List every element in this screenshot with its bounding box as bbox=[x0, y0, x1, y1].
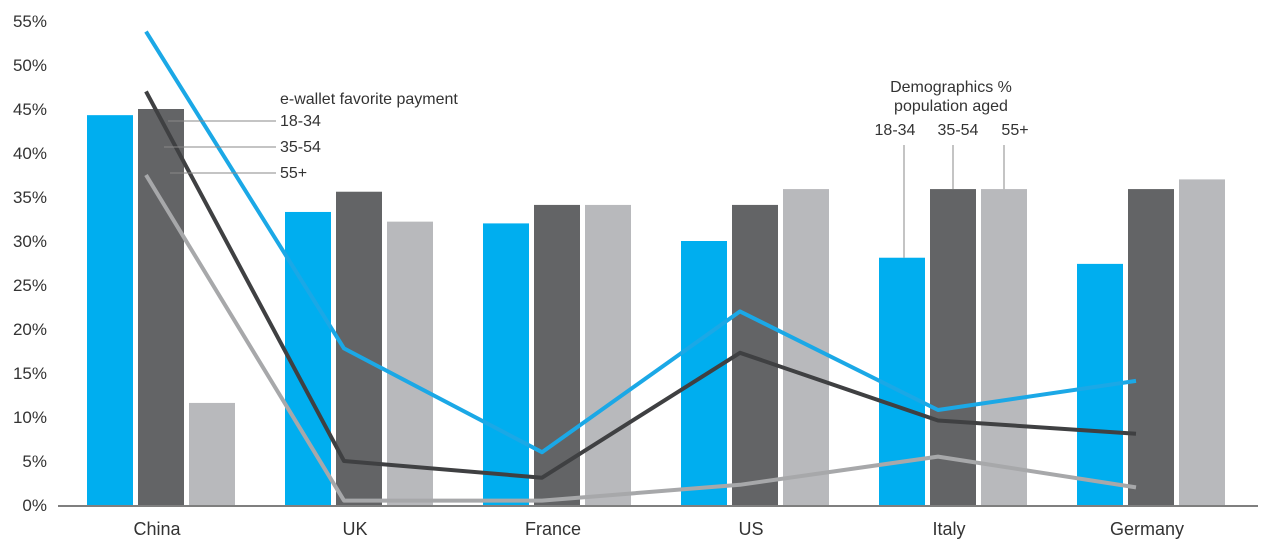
x-tick-label: France bbox=[525, 519, 581, 539]
x-tick-label: Italy bbox=[932, 519, 965, 539]
line-legend-title: e-wallet favorite payment bbox=[280, 91, 458, 108]
bar-legend-label: 55+ bbox=[1001, 122, 1028, 139]
line-series-group bbox=[144, 30, 1137, 503]
bar-legend-title-line: population aged bbox=[894, 98, 1008, 115]
bar-35-54-germany bbox=[1128, 189, 1174, 505]
y-tick-label: 15% bbox=[13, 364, 47, 383]
y-tick-label: 30% bbox=[13, 232, 47, 251]
y-tick-label: 5% bbox=[22, 452, 47, 471]
y-axis-ticks: 0% 5% 10% 15% 20% 25% 30% 35% 40% 45% 50% 55% bbox=[13, 12, 47, 515]
bar-55plus-germany bbox=[1179, 179, 1225, 505]
x-tick-label: Germany bbox=[1110, 519, 1184, 539]
bar-legend-title-line: Demographics % bbox=[890, 79, 1012, 96]
y-tick-label: 20% bbox=[13, 320, 47, 339]
y-tick-label: 55% bbox=[13, 12, 47, 31]
x-tick-label: US bbox=[738, 519, 763, 539]
y-tick-label: 40% bbox=[13, 144, 47, 163]
line-legend: e-wallet favorite payment 18-34 35-54 55+ bbox=[164, 91, 458, 182]
line-legend-label: 35-54 bbox=[280, 139, 321, 156]
y-tick-label: 0% bbox=[22, 496, 47, 515]
bar-55plus-uk bbox=[387, 221, 433, 505]
bar-35-54-italy bbox=[930, 189, 976, 505]
line-35-54 bbox=[144, 90, 1137, 480]
bar-legend-label: 35-54 bbox=[938, 122, 979, 139]
y-tick-label: 10% bbox=[13, 408, 47, 427]
y-tick-label: 50% bbox=[13, 56, 47, 75]
bar-55plus-france bbox=[585, 204, 631, 506]
y-tick-label: 45% bbox=[13, 100, 47, 119]
bar-18-34-italy bbox=[879, 257, 925, 505]
y-tick-label: 35% bbox=[13, 188, 47, 207]
line-18-34 bbox=[144, 30, 1137, 455]
line-legend-label: 55+ bbox=[280, 165, 307, 182]
bar-18-34-us bbox=[681, 241, 727, 505]
x-axis-labels: China UK France US Italy Germany bbox=[133, 519, 1184, 539]
bar-55plus-china bbox=[189, 402, 235, 505]
x-tick-label: UK bbox=[342, 519, 367, 539]
bar-55plus-us bbox=[783, 189, 829, 505]
bar-18-34-uk bbox=[285, 211, 331, 505]
y-tick-label: 25% bbox=[13, 276, 47, 295]
bar-legend: Demographics % population aged 18-34 35-54 5… bbox=[875, 79, 1029, 258]
bar-18-34-france bbox=[483, 223, 529, 505]
line-legend-label: 18-34 bbox=[280, 113, 321, 130]
bar-legend-label: 18-34 bbox=[875, 122, 916, 139]
line-55plus bbox=[144, 173, 1137, 503]
bar-18-34-china bbox=[87, 115, 133, 505]
bar-35-54-france bbox=[534, 204, 580, 506]
x-tick-label: China bbox=[133, 519, 181, 539]
bar-55plus-italy bbox=[981, 189, 1027, 505]
bar-legend-title: Demographics % population aged bbox=[890, 79, 1012, 115]
bar-35-54-china bbox=[138, 109, 184, 505]
bar-series-group bbox=[87, 109, 1225, 506]
